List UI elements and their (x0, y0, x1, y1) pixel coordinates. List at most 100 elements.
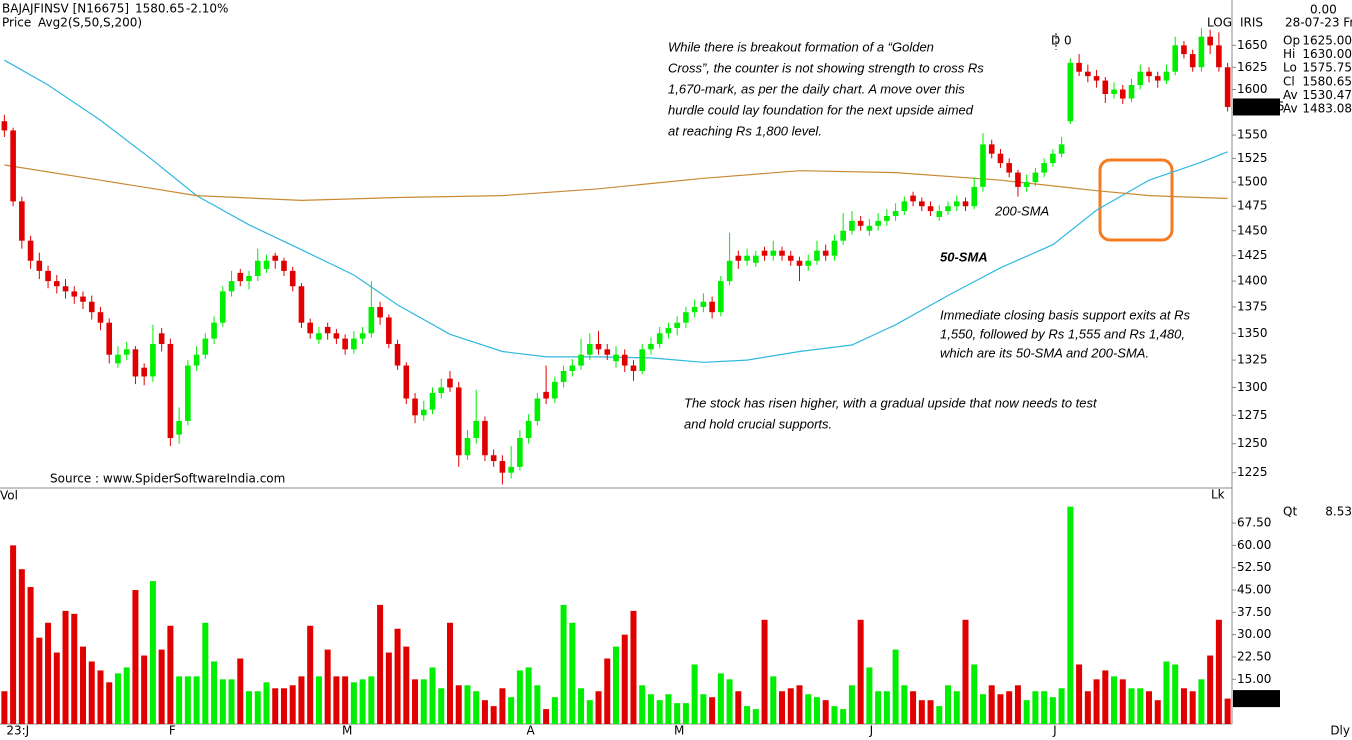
volume-bar (831, 706, 838, 724)
volume-bar (962, 619, 969, 724)
volume-bar (1215, 619, 1222, 724)
candle-body (254, 260, 261, 276)
candle-body (840, 230, 846, 241)
volume-bar (700, 694, 707, 724)
info-label: Av (1283, 88, 1298, 102)
volume-bar (149, 581, 156, 724)
candle-body (1137, 71, 1144, 86)
info-label: Op (1283, 34, 1300, 48)
volume-bar (551, 697, 558, 724)
volume-bar (429, 667, 436, 724)
candle-body (394, 343, 401, 366)
volume-bar (735, 691, 742, 724)
candle-body (534, 398, 541, 421)
volume-bar (1172, 664, 1179, 724)
volume-bar (875, 691, 882, 724)
volume-bar (927, 700, 934, 724)
info-label: Cl (1283, 74, 1295, 88)
candle-body (1085, 71, 1091, 77)
volume-bar (516, 670, 523, 724)
info-value: 1483.08 (1302, 102, 1352, 116)
candle-body (892, 211, 899, 216)
y-tick-label: 1625 (1237, 60, 1268, 74)
volume-bar (525, 667, 532, 724)
candle-body (71, 291, 78, 297)
source: Source : www.SpiderSoftwareIndia.com (50, 472, 285, 486)
volume-bar (350, 682, 357, 724)
volume-bar (473, 691, 480, 724)
volume-bar (490, 706, 497, 724)
volume-bar (779, 691, 786, 724)
volume-bar (534, 685, 541, 724)
candle-body (307, 322, 313, 334)
candle-body (62, 286, 69, 292)
x-tick-label: M (674, 724, 684, 738)
info-value: 1530.47 (1302, 88, 1352, 102)
volume-bar (1198, 679, 1205, 724)
candle-body (919, 201, 925, 207)
info-label: Hi (1283, 47, 1295, 61)
candle-body (193, 354, 200, 366)
candle-body (613, 354, 619, 362)
candle-body (281, 260, 287, 271)
volume-bar (1128, 688, 1135, 724)
candle-body (429, 392, 436, 410)
x-tick-label: A (527, 724, 536, 738)
candle-body (27, 240, 34, 261)
candle-body (665, 327, 672, 334)
candle-body (595, 343, 602, 350)
volume-bar (114, 673, 121, 724)
volume-bar (202, 622, 209, 724)
volume-bar (1093, 679, 1100, 724)
candle-body (543, 391, 549, 399)
volume-bar (744, 706, 751, 724)
volume-bar (770, 676, 777, 724)
volume-bar (813, 697, 820, 724)
volume-title: Vol (0, 489, 18, 503)
candle-body (115, 354, 121, 364)
candle-body (106, 322, 113, 355)
change: -2.10% (186, 2, 228, 16)
y-tick-label: 1425 (1237, 248, 1268, 262)
candle-body (604, 349, 611, 355)
candle-body (19, 201, 25, 241)
sma-line (4, 164, 1228, 202)
x-tick-label: 23:J (6, 724, 29, 738)
candle-body (910, 195, 916, 202)
volume-bar (394, 628, 401, 724)
candle-body (377, 306, 383, 318)
x-tick-label: F (169, 724, 176, 738)
annotation: While there is breakout formation of a “… (668, 39, 934, 54)
candle-body (298, 286, 305, 323)
volume-bar (752, 709, 759, 724)
volume-bar (971, 664, 978, 724)
volume-bar (1180, 688, 1187, 724)
candle-body (822, 250, 829, 256)
candle-body (735, 255, 742, 261)
volume-bar (682, 703, 689, 724)
candle-body (185, 365, 191, 421)
volume-bar (613, 646, 619, 724)
candle-body (455, 387, 462, 456)
info-value: 1575.75 (1302, 61, 1352, 75)
candle-body (753, 255, 759, 263)
y-tick-label: 37.50 (1237, 605, 1271, 619)
volume-bar (272, 688, 279, 724)
candle-body (1041, 163, 1047, 173)
y-tick-label: 67.50 (1237, 516, 1271, 530)
volume-bar (219, 679, 226, 724)
candle-body (123, 349, 130, 355)
volume-bar (315, 676, 322, 724)
volume-bar (621, 634, 628, 724)
volume-bar (586, 700, 593, 724)
y-tick-label: 60.00 (1237, 538, 1271, 552)
annotation: Cross”, the counter is not showing stren… (668, 60, 984, 75)
candle-body (368, 306, 375, 334)
candle-body (464, 437, 471, 456)
volume-bar (228, 679, 235, 724)
volume-bar (787, 688, 794, 724)
price-marker: 1580.65 (1235, 99, 1285, 113)
candle-body (1207, 36, 1213, 46)
volume-bar (1137, 688, 1144, 724)
candle-body (88, 301, 95, 313)
